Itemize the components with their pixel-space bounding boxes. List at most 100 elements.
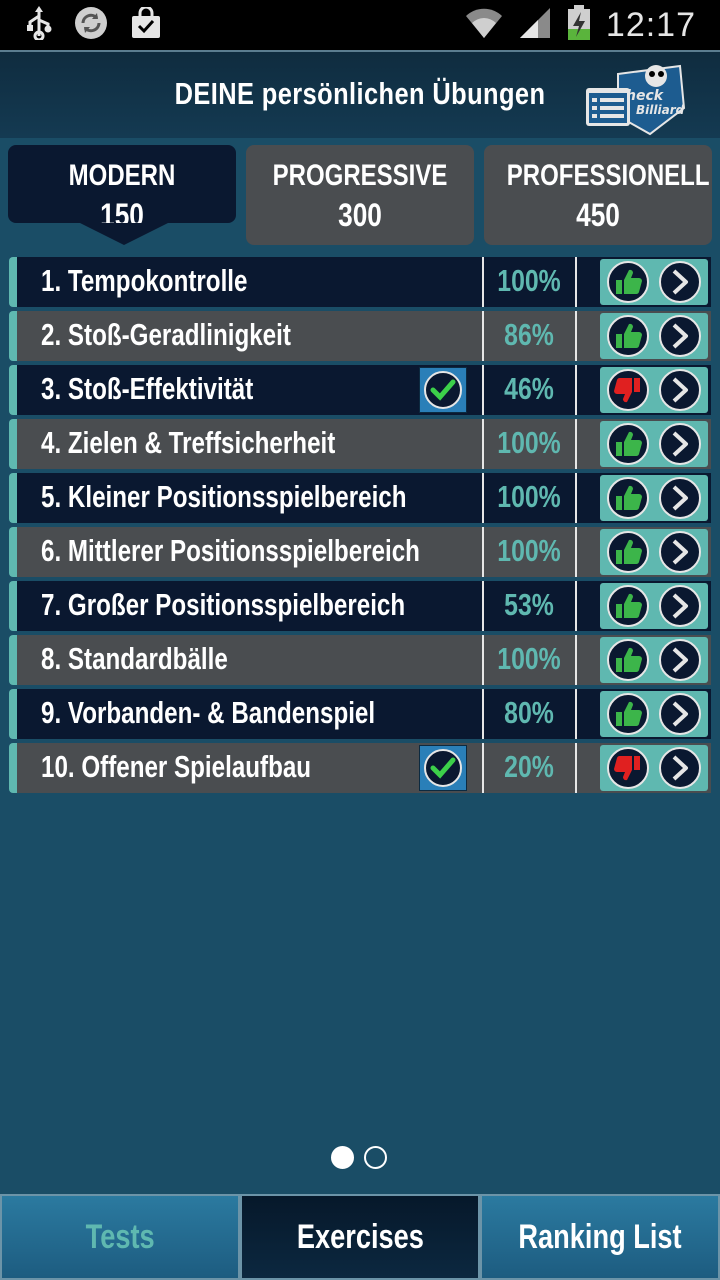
- thumb-down-icon: [607, 369, 649, 411]
- divider: [575, 473, 577, 523]
- thumb-up-icon: [607, 261, 649, 303]
- page-indicator: [331, 1146, 387, 1169]
- app-header: DEINE persönlichen Übungen heck Billiard: [0, 50, 720, 138]
- level-tabs: MODERN 150 PROGRESSIVE 300 PROFESSIONELL…: [8, 145, 712, 245]
- ranking-list-label: Ranking List: [518, 1217, 682, 1256]
- divider: [575, 419, 577, 469]
- exercise-label: 5. Kleiner Positionsspielbereich: [41, 479, 407, 514]
- status-bar: 12:17: [0, 0, 720, 50]
- exercise-percent: 100%: [497, 425, 561, 460]
- divider: [482, 581, 484, 631]
- exercise-label: 10. Offener Spielaufbau: [41, 749, 312, 784]
- tests-tab-button[interactable]: Tests: [0, 1194, 240, 1280]
- exercise-label: 1. Tempokontrolle: [41, 263, 248, 298]
- tab-professionell[interactable]: PROFESSIONELL 450: [484, 145, 712, 245]
- tab-label: PROGRESSIVE: [272, 159, 448, 192]
- divider: [575, 365, 577, 415]
- sync-icon: [74, 6, 108, 45]
- thumb-up-icon: [607, 531, 649, 573]
- tests-label: Tests: [85, 1217, 155, 1256]
- exercise-row[interactable]: 2. Stoß-Geradlinigkeit 86%: [9, 311, 711, 361]
- exercise-row[interactable]: 5. Kleiner Positionsspielbereich 100%: [9, 473, 711, 523]
- page-title: DEINE persönlichen Übungen: [174, 76, 546, 111]
- exercise-label: 6. Mittlerer Positionsspielbereich: [41, 533, 420, 568]
- divider: [482, 743, 484, 793]
- divider: [575, 527, 577, 577]
- thumb-down-icon: [607, 747, 649, 789]
- exercise-row[interactable]: 6. Mittlerer Positionsspielbereich 100%: [9, 527, 711, 577]
- active-tab-pointer: [80, 223, 168, 245]
- tab-count: 300: [338, 197, 382, 233]
- ranking-list-tab-button[interactable]: Ranking List: [480, 1194, 720, 1280]
- thumb-up-icon: [607, 693, 649, 735]
- thumb-up-icon: [607, 639, 649, 681]
- svg-text:heck: heck: [626, 88, 665, 104]
- exercise-label: 7. Großer Positionsspielbereich: [41, 587, 406, 622]
- exercise-row[interactable]: 10. Offener Spielaufbau 20%: [9, 743, 711, 793]
- play-arrow-icon[interactable]: [659, 531, 701, 573]
- svg-text:Billiard: Billiard: [636, 103, 685, 117]
- thumb-up-icon: [607, 585, 649, 627]
- exercise-percent: 100%: [497, 533, 561, 568]
- thumb-up-icon: [607, 423, 649, 465]
- divider: [482, 689, 484, 739]
- exercise-actions: [600, 313, 708, 359]
- usb-icon: [26, 5, 52, 45]
- wifi-icon: [464, 6, 504, 45]
- check-icon: [419, 367, 467, 413]
- exercise-row[interactable]: 1. Tempokontrolle 100%: [9, 257, 711, 307]
- play-arrow-icon[interactable]: [659, 693, 701, 735]
- divider: [575, 689, 577, 739]
- exercise-row[interactable]: 8. Standardbälle 100%: [9, 635, 711, 685]
- divider: [575, 743, 577, 793]
- tab-count: 450: [576, 197, 620, 233]
- page-dot-2[interactable]: [364, 1146, 387, 1169]
- exercise-row[interactable]: 7. Großer Positionsspielbereich 53%: [9, 581, 711, 631]
- divider: [575, 635, 577, 685]
- exercise-row[interactable]: 3. Stoß-Effektivität 46%: [9, 365, 711, 415]
- exercise-actions: [600, 475, 708, 521]
- exercise-row[interactable]: 4. Zielen & Treffsicherheit 100%: [9, 419, 711, 469]
- play-arrow-icon[interactable]: [659, 639, 701, 681]
- play-arrow-icon[interactable]: [659, 369, 701, 411]
- tab-label: MODERN: [68, 159, 176, 192]
- play-arrow-icon[interactable]: [659, 261, 701, 303]
- tab-modern[interactable]: MODERN 150: [8, 145, 236, 245]
- exercise-actions: [600, 421, 708, 467]
- divider: [575, 257, 577, 307]
- exercise-label: 2. Stoß-Geradlinigkeit: [41, 317, 291, 352]
- divider: [482, 419, 484, 469]
- exercise-actions: [600, 745, 708, 791]
- play-arrow-icon[interactable]: [659, 423, 701, 465]
- exercise-percent: 53%: [504, 587, 554, 622]
- exercise-percent: 46%: [504, 371, 554, 406]
- play-arrow-icon[interactable]: [659, 747, 701, 789]
- exercise-list: 1. Tempokontrolle 100% 2. Stoß-Geradlinigk…: [9, 257, 711, 797]
- exercise-actions: [600, 691, 708, 737]
- clock: 12:17: [605, 5, 696, 44]
- thumb-up-icon: [607, 315, 649, 357]
- battery-charging-icon: [566, 4, 592, 46]
- thumb-up-icon: [607, 477, 649, 519]
- signal-icon: [518, 6, 552, 45]
- exercises-label: Exercises: [296, 1217, 424, 1256]
- tab-progressive[interactable]: PROGRESSIVE 300: [246, 145, 474, 245]
- exercise-label: 9. Vorbanden- & Bandenspiel: [41, 695, 376, 730]
- exercise-actions: [600, 259, 708, 305]
- exercise-label: 3. Stoß-Effektivität: [41, 371, 254, 406]
- divider: [575, 581, 577, 631]
- divider: [482, 635, 484, 685]
- exercise-label: 8. Standardbälle: [41, 641, 228, 676]
- exercise-row[interactable]: 9. Vorbanden- & Bandenspiel 80%: [9, 689, 711, 739]
- exercise-percent: 20%: [504, 749, 554, 784]
- page-dot-1[interactable]: [331, 1146, 354, 1169]
- play-arrow-icon[interactable]: [659, 315, 701, 357]
- check-billiard-logo[interactable]: heck Billiard: [584, 60, 690, 138]
- play-arrow-icon[interactable]: [659, 585, 701, 627]
- exercise-actions: [600, 637, 708, 683]
- play-arrow-icon[interactable]: [659, 477, 701, 519]
- exercise-label: 4. Zielen & Treffsicherheit: [41, 425, 336, 460]
- exercise-actions: [600, 367, 708, 413]
- divider: [575, 311, 577, 361]
- exercises-tab-button[interactable]: Exercises: [240, 1194, 480, 1280]
